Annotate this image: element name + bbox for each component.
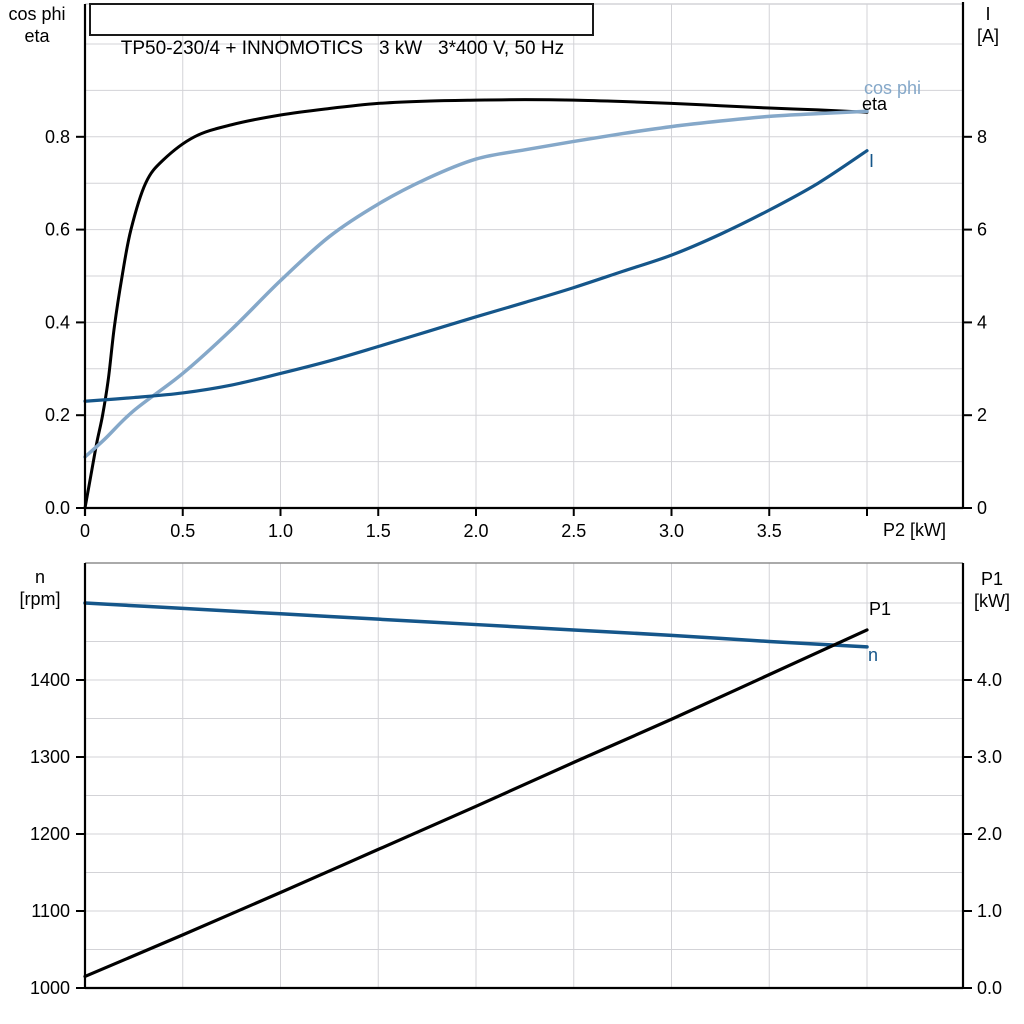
left-tick-label: 1300: [30, 747, 70, 767]
left-tick-label: 0.4: [45, 312, 70, 332]
curve-label-cos-phi: cos phi: [864, 78, 922, 98]
x-tick-label: 1.0: [268, 521, 293, 541]
right-tick-label: 2: [977, 405, 987, 425]
left-tick-label: 1400: [30, 670, 70, 690]
x-tick-label: 0: [80, 521, 90, 541]
curve-label-eta: eta: [862, 94, 888, 114]
curve-P1: [83, 628, 869, 979]
bottom-right-axis-label: P1 [kW]: [963, 568, 1021, 612]
curve-cos-phi: [83, 109, 869, 459]
right-tick-label: 2.0: [977, 824, 1002, 844]
left-tick-label: 1100: [31, 901, 70, 921]
x-tick-label: 2.5: [561, 521, 586, 541]
right-tick-label: 0: [977, 498, 987, 518]
x-tick-label: 3.5: [757, 521, 782, 541]
curve-eta: [83, 98, 869, 510]
left-axis-label-cos-phi: cos phi: [8, 4, 66, 24]
curve-n: [83, 601, 869, 649]
left-tick-label: 0.0: [45, 498, 70, 518]
top-right-axis-label: I [A]: [961, 3, 1015, 47]
right-axis-label-kw-unit: [kW]: [974, 591, 1010, 611]
right-axis-label-current: I: [985, 4, 991, 24]
left-axis-label-n: n: [34, 567, 45, 587]
right-tick-label: 6: [977, 220, 987, 240]
x-tick-label: 3.0: [659, 521, 684, 541]
chart-title-box: TP50-230/4 + INNOMOTICS 3 kW 3*400 V, 50…: [89, 3, 594, 59]
x-tick-label: 2.0: [463, 521, 488, 541]
left-tick-label: 0.6: [45, 220, 70, 240]
right-tick-label: 8: [977, 127, 987, 147]
chart-title: TP50-230/4 + INNOMOTICS 3 kW 3*400 V, 50…: [120, 38, 565, 59]
left-tick-label: 0.8: [45, 127, 70, 147]
right-tick-label: 4: [977, 312, 987, 332]
right-axis-label-p1: P1: [980, 569, 1004, 589]
left-tick-label: 1000: [30, 978, 70, 998]
x-tick-label: 0.5: [170, 521, 195, 541]
curve-label-p1: P1: [869, 599, 892, 619]
x-tick-label: 1.5: [366, 521, 391, 541]
left-tick-label: 0.2: [45, 405, 70, 425]
curve-label-current: I: [869, 151, 875, 171]
right-axis-label-ampere-unit: [A]: [976, 26, 999, 46]
right-tick-label: 3.0: [977, 747, 1002, 767]
right-tick-label: 0.0: [977, 978, 1002, 998]
right-tick-label: 1.0: [977, 901, 1002, 921]
curve-I: [83, 149, 869, 403]
left-axis-label-rpm-unit: [rpm]: [19, 589, 61, 609]
right-tick-label: 4.0: [977, 670, 1002, 690]
bottom-left-axis-label: n [rpm]: [2, 566, 78, 610]
x-axis-label-p2: P2 [kW]: [883, 520, 947, 540]
left-tick-label: 1200: [30, 824, 70, 844]
left-axis-label-eta: eta: [24, 26, 50, 46]
top-left-axis-label: cos phi eta: [0, 3, 74, 47]
curve-label-n: n: [868, 645, 879, 665]
